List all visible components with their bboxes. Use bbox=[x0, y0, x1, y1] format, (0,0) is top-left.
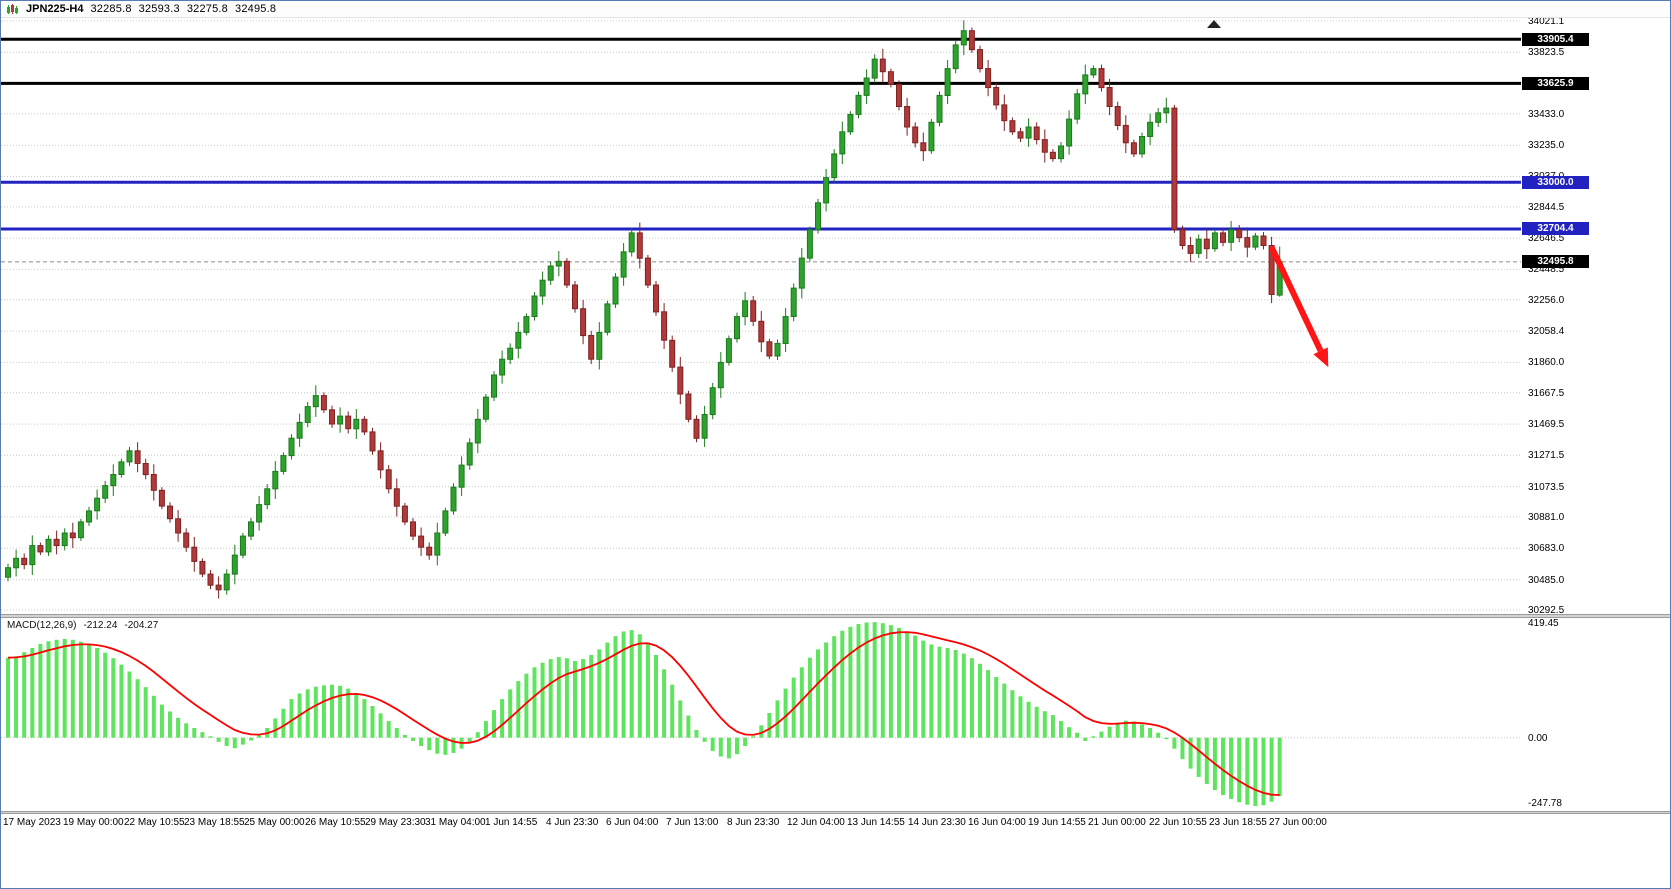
time-axis-label: 13 Jun 14:55 bbox=[847, 817, 905, 828]
panel-separator[interactable] bbox=[1, 614, 1670, 618]
time-axis-label: 19 Jun 14:55 bbox=[1028, 817, 1086, 828]
price-tick-label: 33433.0 bbox=[1528, 109, 1565, 120]
price-tick-label: 30292.5 bbox=[1528, 605, 1565, 616]
macd-name: MACD(12,26,9) bbox=[7, 620, 77, 631]
price-tick-label: 30683.0 bbox=[1528, 543, 1565, 554]
candlestick-chart-icon bbox=[6, 3, 19, 15]
time-axis-label: 26 May 10:55 bbox=[305, 817, 366, 828]
macd-signal-line bbox=[7, 631, 1280, 796]
price-tick-label: 32058.4 bbox=[1528, 326, 1565, 337]
time-axis-label: 22 Jun 10:55 bbox=[1149, 817, 1207, 828]
time-axis-label: 27 Jun 00:00 bbox=[1269, 817, 1327, 828]
time-axis-label: 1 Jun 14:55 bbox=[485, 817, 538, 828]
time-axis-label: 17 May 2023 bbox=[3, 817, 61, 828]
quote-low: 32275.8 bbox=[186, 3, 228, 15]
symbol-timeframe-label: JPN225-H4 bbox=[26, 3, 84, 15]
trend-arrow-annotation[interactable] bbox=[1268, 245, 1329, 368]
price-tick-label: 30485.0 bbox=[1528, 575, 1565, 586]
time-axis-label: 12 Jun 04:00 bbox=[787, 817, 845, 828]
price-level-badge: 33000.0 bbox=[1522, 176, 1589, 189]
time-axis-label: 23 May 18:55 bbox=[184, 817, 245, 828]
price-tick-label: 31073.5 bbox=[1528, 482, 1565, 493]
macd-axis-label: 419.45 bbox=[1528, 618, 1559, 629]
series-end-marker-icon bbox=[1207, 20, 1221, 28]
macd-panel[interactable]: MACD(12,26,9) -212.24 -204.27 419.45 0.00… bbox=[1, 618, 1671, 811]
price-tick-label: 31469.5 bbox=[1528, 419, 1565, 430]
price-tick-label: 31667.5 bbox=[1528, 388, 1565, 399]
time-axis-label: 8 Jun 23:30 bbox=[727, 817, 780, 828]
price-level-lines[interactable] bbox=[1, 37, 1521, 231]
macd-main-value: -212.24 bbox=[83, 620, 118, 631]
price-level-badge: 32495.8 bbox=[1522, 255, 1589, 268]
price-chart-panel[interactable]: 34021.133823.533433.033235.033037.032844… bbox=[1, 16, 1671, 616]
price-tick-label: 32844.5 bbox=[1528, 202, 1565, 213]
time-axis-label: 29 May 23:30 bbox=[365, 817, 426, 828]
price-tick-label: 30881.0 bbox=[1528, 512, 1565, 523]
time-axis-label: 19 May 00:00 bbox=[63, 817, 124, 828]
quote-high: 32593.3 bbox=[138, 3, 180, 15]
macd-canvas[interactable] bbox=[1, 618, 1671, 811]
price-tick-label: 34021.1 bbox=[1528, 16, 1565, 27]
quote-open: 32285.8 bbox=[90, 3, 132, 15]
price-tick-label: 32448.5 bbox=[1528, 264, 1565, 275]
price-tick-label: 33823.5 bbox=[1528, 47, 1565, 58]
time-axis-label: 16 Jun 04:00 bbox=[968, 817, 1026, 828]
time-axis-label: 6 Jun 04:00 bbox=[606, 817, 659, 828]
price-tick-label: 31860.0 bbox=[1528, 357, 1565, 368]
price-tick-label: 33235.0 bbox=[1528, 140, 1565, 151]
candlestick-series bbox=[5, 20, 1283, 599]
time-axis-label: 31 May 04:00 bbox=[425, 817, 486, 828]
quote-close: 32495.8 bbox=[235, 3, 277, 15]
time-axis: 17 May 2023 19 May 00:00 22 May 10:55 23 Ma… bbox=[1, 814, 1670, 832]
macd-axis-label: -247.78 bbox=[1528, 798, 1562, 809]
time-axis-label: 4 Jun 23:30 bbox=[546, 817, 599, 828]
macd-histogram bbox=[6, 622, 1282, 807]
time-axis-label: 22 May 10:55 bbox=[124, 817, 185, 828]
time-axis-label: 14 Jun 23:30 bbox=[908, 817, 966, 828]
time-axis-label: 23 Jun 18:55 bbox=[1209, 817, 1267, 828]
chart-title-bar: JPN225-H4 32285.8 32593.3 32275.8 32495.… bbox=[1, 1, 1670, 18]
time-axis-label: 7 Jun 13:00 bbox=[666, 817, 719, 828]
price-level-badge: 33905.4 bbox=[1522, 33, 1589, 46]
time-axis-label: 21 Jun 00:00 bbox=[1088, 817, 1146, 828]
macd-axis-label: 0.00 bbox=[1528, 733, 1548, 744]
panel-separator-bottom[interactable] bbox=[1, 811, 1670, 814]
price-tick-label: 31271.5 bbox=[1528, 450, 1565, 461]
price-chart-canvas[interactable] bbox=[1, 17, 1671, 614]
price-tick-label: 32256.0 bbox=[1528, 295, 1565, 306]
macd-signal-value: -204.27 bbox=[124, 620, 159, 631]
price-tick-label: 32646.5 bbox=[1528, 233, 1565, 244]
price-level-badge: 33625.9 bbox=[1522, 77, 1589, 90]
time-axis-label: 25 May 00:00 bbox=[244, 817, 305, 828]
price-level-badge: 32704.4 bbox=[1522, 222, 1589, 235]
macd-indicator-label: MACD(12,26,9) -212.24 -204.27 bbox=[7, 620, 158, 631]
